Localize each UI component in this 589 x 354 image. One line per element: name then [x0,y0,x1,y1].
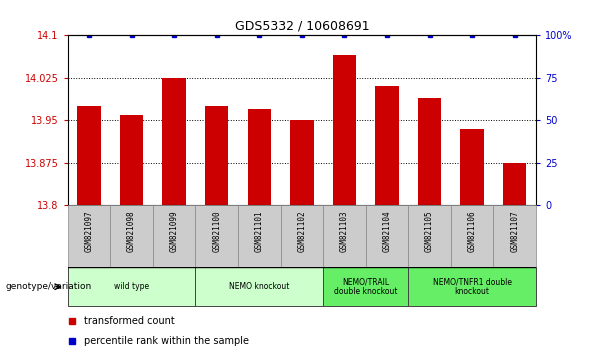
Text: NEMO/TRAIL
double knockout: NEMO/TRAIL double knockout [334,277,398,296]
Text: GSM821104: GSM821104 [382,210,392,252]
Text: GSM821106: GSM821106 [468,210,477,252]
Text: GSM821098: GSM821098 [127,210,136,252]
Bar [323,205,366,267]
Bar [196,267,323,306]
Text: GSM821103: GSM821103 [340,210,349,252]
Bar [375,86,399,205]
Bar [110,205,153,267]
Bar [163,78,186,205]
Text: GSM821099: GSM821099 [170,210,178,252]
Bar [120,115,143,205]
Bar [247,109,271,205]
Bar [77,106,101,205]
Bar [408,267,536,306]
Bar [153,205,196,267]
Bar [205,106,229,205]
Bar [408,205,451,267]
Bar [68,205,110,267]
Text: GSM821100: GSM821100 [212,210,221,252]
Bar [196,205,238,267]
Text: transformed count: transformed count [84,316,175,326]
Bar [333,55,356,205]
Text: wild type: wild type [114,282,149,291]
Bar [494,205,536,267]
Text: GSM821097: GSM821097 [84,210,94,252]
Text: percentile rank within the sample: percentile rank within the sample [84,336,249,346]
Bar [366,205,408,267]
Text: GSM821107: GSM821107 [510,210,519,252]
Text: genotype/variation: genotype/variation [6,282,92,291]
Bar [238,205,280,267]
Bar [290,120,313,205]
Bar [418,98,441,205]
Bar [68,267,196,306]
Text: GSM821105: GSM821105 [425,210,434,252]
Text: GSM821101: GSM821101 [255,210,264,252]
Text: NEMO knockout: NEMO knockout [229,282,289,291]
Bar [503,163,527,205]
Text: NEMO/TNFR1 double
knockout: NEMO/TNFR1 double knockout [433,277,512,296]
Bar [451,205,494,267]
Text: GSM821102: GSM821102 [297,210,306,252]
Bar [461,129,484,205]
Title: GDS5332 / 10608691: GDS5332 / 10608691 [234,20,369,33]
Bar [323,267,408,306]
Bar [280,205,323,267]
